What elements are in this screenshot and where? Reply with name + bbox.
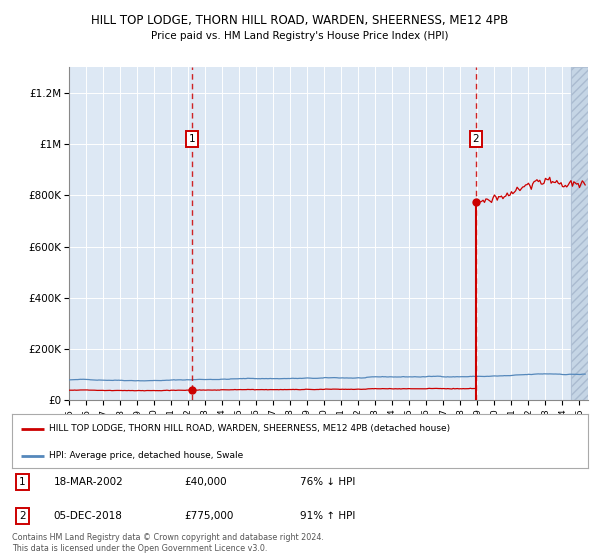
Text: HILL TOP LODGE, THORN HILL ROAD, WARDEN, SHEERNESS, ME12 4PB (detached house): HILL TOP LODGE, THORN HILL ROAD, WARDEN,… <box>49 424 451 433</box>
Bar <box>571 67 588 400</box>
Text: 2: 2 <box>19 511 26 521</box>
Text: HPI: Average price, detached house, Swale: HPI: Average price, detached house, Swal… <box>49 451 244 460</box>
Text: HILL TOP LODGE, THORN HILL ROAD, WARDEN, SHEERNESS, ME12 4PB: HILL TOP LODGE, THORN HILL ROAD, WARDEN,… <box>91 14 509 27</box>
Text: £775,000: £775,000 <box>185 511 234 521</box>
Text: 1: 1 <box>19 477 26 487</box>
Text: Contains HM Land Registry data © Crown copyright and database right 2024.
This d: Contains HM Land Registry data © Crown c… <box>12 533 324 553</box>
Text: Price paid vs. HM Land Registry's House Price Index (HPI): Price paid vs. HM Land Registry's House … <box>151 31 449 41</box>
Text: 91% ↑ HPI: 91% ↑ HPI <box>300 511 355 521</box>
Text: 05-DEC-2018: 05-DEC-2018 <box>53 511 122 521</box>
Text: 76% ↓ HPI: 76% ↓ HPI <box>300 477 355 487</box>
Text: 1: 1 <box>188 134 195 144</box>
Text: 2: 2 <box>473 134 479 144</box>
Bar <box>571 67 588 400</box>
Text: £40,000: £40,000 <box>185 477 227 487</box>
Text: 18-MAR-2002: 18-MAR-2002 <box>53 477 123 487</box>
